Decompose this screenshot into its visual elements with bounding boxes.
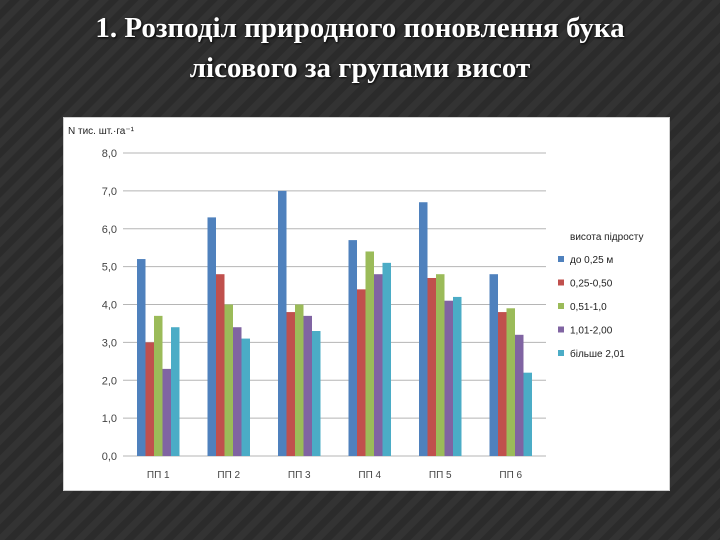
legend-entry: більше 2,01 [570,348,625,360]
legend-swatch [558,350,564,356]
bar [348,240,357,456]
bar [162,368,171,456]
slide-title: 1. Розподіл природного поновлення бука л… [10,8,710,88]
bar [357,289,366,456]
legend-title: висота підросту [570,232,643,243]
legend-swatch [558,279,564,286]
bar [207,217,216,456]
chart-frame: 0,0 1,0 2,0 3,0 4,0 5,0 6,0 7,0 8,0 N тис. шт.·га… [63,117,670,491]
legend-entry: 0,25-0,50 [570,279,613,290]
bar [515,334,524,456]
y-tick-label: 1,0 [102,413,117,425]
bar [382,262,391,456]
y-tick-label: 5,0 [102,262,117,274]
bar [523,372,532,456]
x-tick-label: ПП 4 [358,470,381,481]
legend-entry: до 0,25 м [570,255,613,266]
bar [444,300,453,456]
bar [506,308,515,456]
bar [171,327,180,456]
x-tick-label: ПП 3 [288,470,311,481]
legend-entry: 1,01-2,00 [570,326,613,337]
bar [436,274,445,456]
y-axis-label: N тис. шт.·га⁻¹ [68,126,135,137]
bar [286,312,295,456]
bar [241,338,250,456]
y-tick-label: 4,0 [102,300,117,312]
y-tick-label: 3,0 [102,337,117,349]
y-tick-label: 8,0 [102,148,117,160]
y-tick-label: 0,0 [102,451,117,463]
bar [453,296,462,456]
x-tick-label: ПП 2 [217,470,240,481]
slide-title-line1: 1. Розподіл природного поновлення бука [95,12,625,44]
legend-entry: 0,51-1,0 [570,302,607,313]
y-tick-label: 2,0 [102,375,117,387]
bar [145,342,154,456]
bar [224,304,233,456]
bar [303,315,312,456]
bar [489,274,498,456]
bar [419,202,428,456]
bar-chart: 0,0 1,0 2,0 3,0 4,0 5,0 6,0 7,0 8,0 N тис. шт.·га… [68,126,643,481]
y-tick-label: 6,0 [102,224,117,236]
legend-swatch [558,326,564,333]
slide-title-line2: лісового за групами висот [189,52,531,84]
bar [374,274,383,456]
bar [154,315,163,456]
legend-swatch [558,303,564,309]
bar [295,304,304,456]
y-tick-label: 7,0 [102,186,117,198]
bar [233,327,242,456]
bar [312,331,321,456]
bar [216,274,225,456]
x-tick-label: ПП 5 [429,470,452,481]
bar [498,312,507,456]
bar [365,251,374,456]
x-tick-label: ПП 6 [499,470,522,481]
x-tick-label: ПП 1 [147,470,170,481]
legend-swatch [558,256,564,262]
bar [278,190,287,456]
bar [137,259,146,456]
bar [427,277,436,456]
